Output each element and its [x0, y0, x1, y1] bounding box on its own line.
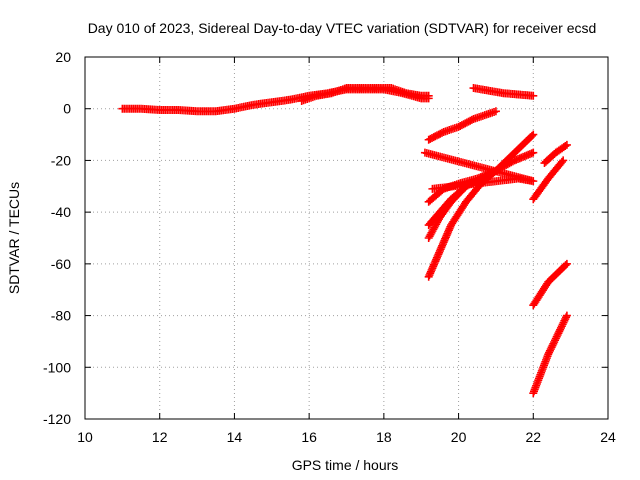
data-point: [424, 91, 433, 100]
data-point: [553, 330, 562, 339]
data-point: [557, 322, 566, 331]
data-point: [552, 332, 561, 341]
data-point: [562, 313, 571, 322]
x-axis-label: GPS time / hours: [292, 457, 399, 473]
x-tick-label: 22: [525, 429, 541, 445]
y-tick-label: -120: [43, 411, 71, 427]
chart-title: Day 010 of 2023, Sidereal Day-to-day VTE…: [88, 20, 597, 36]
y-tick-label: 20: [55, 49, 71, 65]
x-tick-label: 24: [600, 429, 616, 445]
y-tick-label: -80: [51, 308, 71, 324]
data-point: [428, 184, 437, 193]
data-points: [118, 84, 571, 398]
data-point: [562, 259, 571, 268]
data-point: [548, 341, 557, 350]
y-tick-label: -100: [43, 359, 71, 375]
axis-ticks: 10 12 14 16 18 20 22 24 20 0 -20 -40 -60 -80 -100 -120: [43, 49, 616, 445]
data-point: [551, 336, 560, 345]
data-point: [562, 311, 571, 320]
x-tick-label: 16: [301, 429, 317, 445]
data-point: [550, 338, 559, 347]
data-point: [561, 261, 570, 270]
data-point: [529, 91, 538, 100]
data-point: [547, 343, 556, 352]
data-point: [546, 345, 555, 354]
y-axis-label: SDTVAR / TECUs: [6, 182, 22, 294]
y-tick-label: -40: [51, 204, 71, 220]
x-tick-label: 12: [152, 429, 168, 445]
x-tick-label: 20: [451, 429, 467, 445]
data-point: [559, 318, 568, 327]
data-point: [549, 339, 558, 348]
data-point: [556, 325, 565, 334]
data-point: [467, 115, 476, 124]
grid-lines: [85, 57, 608, 419]
y-tick-label: -20: [51, 152, 71, 168]
data-point: [551, 334, 560, 343]
x-tick-label: 18: [376, 429, 392, 445]
x-tick-label: 10: [77, 429, 93, 445]
data-point: [561, 315, 570, 324]
data-point: [555, 327, 564, 336]
plot-frame: [84, 56, 609, 420]
data-point: [558, 320, 567, 329]
data-point: [529, 130, 538, 139]
data-point: [561, 142, 570, 151]
data-point: [545, 346, 554, 355]
y-tick-label: -60: [51, 256, 71, 272]
data-point: [557, 157, 566, 166]
data-point: [562, 140, 571, 149]
data-point: [544, 350, 553, 359]
data-point: [437, 128, 446, 137]
x-tick-label: 14: [227, 429, 243, 445]
data-point: [491, 107, 500, 116]
data-point: [527, 131, 536, 140]
data-point: [559, 156, 568, 165]
data-point: [554, 329, 563, 338]
y-tick-label: 0: [63, 101, 71, 117]
data-point: [556, 323, 565, 332]
data-point: [545, 348, 554, 357]
data-point: [560, 316, 569, 325]
data-point: [529, 148, 538, 157]
